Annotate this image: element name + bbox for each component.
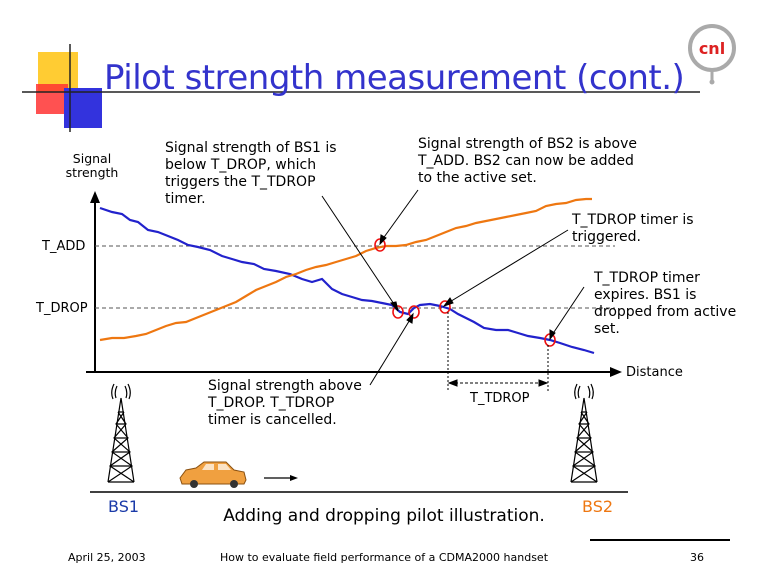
pointer-timer-cancel bbox=[369, 317, 412, 386]
x-axis-arrow bbox=[610, 367, 622, 377]
footer-date: April 25, 2003 bbox=[68, 551, 146, 564]
chart-axes bbox=[86, 191, 622, 377]
annotation-timer-expires: T_TDROP timer expires. BS1 is dropped fr… bbox=[594, 270, 737, 337]
tdrop-interval bbox=[447, 312, 549, 392]
direction-arrow bbox=[264, 475, 298, 481]
x-axis-label: Distance bbox=[626, 365, 683, 380]
marker-bs2-add bbox=[374, 238, 386, 252]
logo-dot bbox=[709, 79, 715, 85]
marker-timer-trigger bbox=[439, 300, 451, 314]
t-drop-label: T_DROP bbox=[36, 301, 88, 316]
annotation-bs1-below-drop: Signal strength of BS1 is below T_DROP, … bbox=[165, 140, 337, 207]
red-square bbox=[36, 84, 68, 114]
bs1-label: BS1 bbox=[108, 497, 140, 516]
marker-timer-cancel bbox=[408, 305, 420, 319]
t-add-label: T_ADD bbox=[42, 239, 86, 254]
y-axis-label: Signal strength bbox=[65, 151, 119, 180]
marker-bs1-drop bbox=[392, 305, 404, 319]
pointer-bs2-add-head bbox=[379, 234, 387, 246]
pointer-timer-cancel-head bbox=[406, 312, 414, 324]
annotation-timer-cancelled: Signal strength above T_DROP. T_TDROP ti… bbox=[208, 378, 362, 428]
bs1-strength-curve bbox=[99, 206, 595, 355]
logo: cnl bbox=[688, 24, 736, 85]
page-number: 36 bbox=[690, 551, 704, 564]
bs2-strength-curve bbox=[99, 197, 592, 342]
bs2-label: BS2 bbox=[582, 497, 614, 516]
y-axis-arrow bbox=[90, 191, 100, 203]
pointer-timer-trigger bbox=[447, 229, 569, 304]
slide-title: Pilot strength measurement (cont.) bbox=[104, 58, 685, 98]
tdrop-interval-label: T_TDROP bbox=[470, 391, 530, 406]
title-decoration bbox=[22, 44, 700, 132]
annotation-pointers bbox=[321, 189, 585, 386]
car-icon bbox=[179, 461, 247, 488]
pointer-timer-expire bbox=[551, 286, 585, 336]
bs1-tower-icon bbox=[107, 383, 135, 483]
tdrop-right-arrow bbox=[538, 379, 549, 387]
logo-text: cnl bbox=[699, 39, 725, 58]
pointer-bs1-drop-head bbox=[390, 301, 399, 312]
event-markers bbox=[374, 238, 556, 347]
pointer-timer-expire-head bbox=[549, 329, 556, 341]
annotation-timer-triggered: T_TDROP timer is triggered. bbox=[572, 212, 694, 245]
annotation-bs2-above-add: Signal strength of BS2 is above T_ADD. B… bbox=[418, 136, 637, 186]
bs2-tower-icon bbox=[570, 383, 598, 483]
slide-caption: Adding and dropping pilot illustration. bbox=[223, 506, 545, 526]
footer-title: How to evaluate field performance of a C… bbox=[219, 551, 549, 564]
pointer-timer-trigger-head bbox=[442, 297, 454, 307]
pointer-bs2-add bbox=[381, 189, 419, 241]
pointer-bs1-drop bbox=[321, 195, 397, 308]
tdrop-left-arrow bbox=[447, 379, 458, 387]
